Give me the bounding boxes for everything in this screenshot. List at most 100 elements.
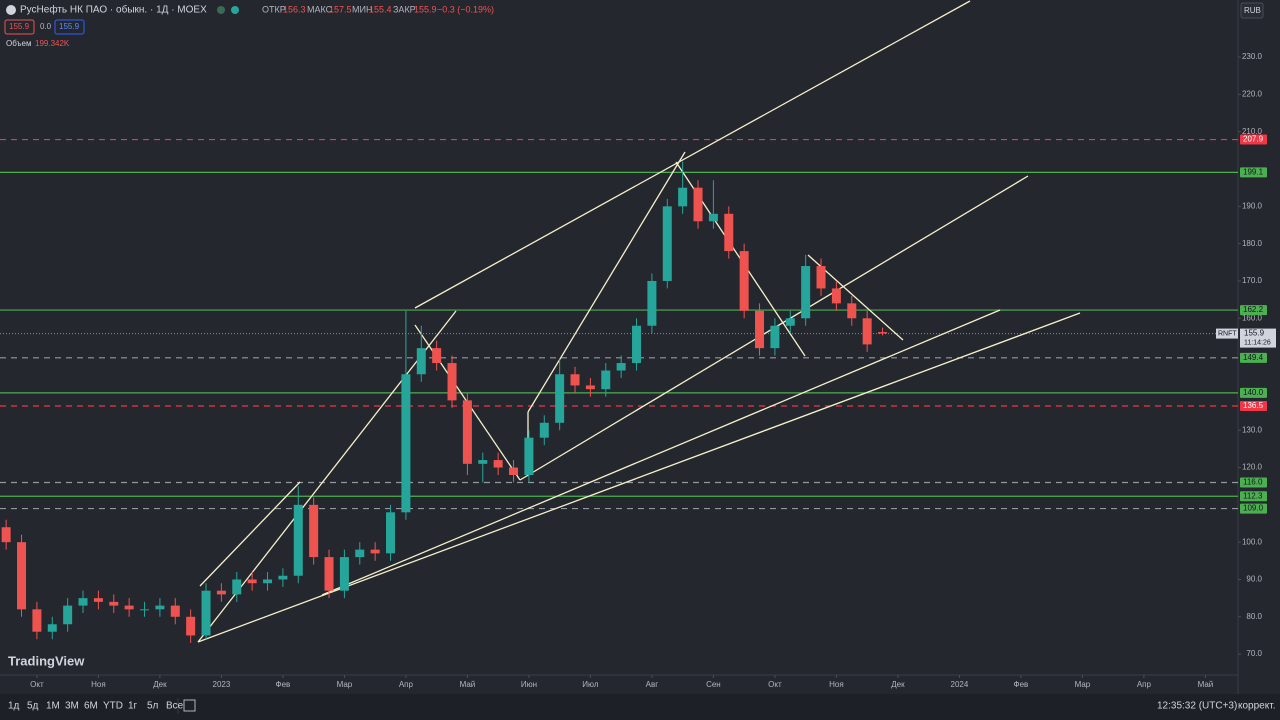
candle-body [109, 601, 119, 606]
candle-body [1, 527, 11, 543]
volume-value: 199.342K [35, 39, 70, 48]
candle-body [847, 303, 857, 319]
candle-body [370, 549, 380, 554]
price-level-label: 136.5 [1243, 401, 1264, 410]
candle-body [539, 422, 549, 438]
price-level-tag [1240, 167, 1267, 178]
price-level-tag [1240, 477, 1267, 488]
candle-body [355, 549, 365, 558]
candle-body [293, 504, 303, 576]
candle-body [432, 348, 442, 364]
adjust-button[interactable]: коррект. [1238, 701, 1275, 712]
candle-body [801, 266, 811, 319]
x-tick-label: Авг [646, 680, 659, 689]
bid[interactable]: 155.9 [9, 22, 30, 31]
candle-body [862, 318, 872, 345]
status-dot [217, 6, 225, 14]
x-tick-label: Май [460, 680, 476, 689]
candle-body [170, 605, 180, 617]
volume-label: Объем [6, 39, 32, 48]
price-level-label: 149.4 [1243, 353, 1264, 362]
close-label: ЗАКР [393, 4, 416, 14]
currency-box[interactable] [1240, 2, 1264, 19]
y-tick-label: 120.0 [1242, 463, 1263, 472]
x-tick-label: Апр [1137, 680, 1152, 689]
range-button[interactable]: 5л [147, 701, 159, 712]
price-level-label: 109.0 [1243, 504, 1264, 513]
range-button[interactable]: 6М [84, 701, 98, 712]
bid-box[interactable] [4, 19, 35, 35]
candle-body [555, 374, 565, 423]
x-tick-label: Фев [276, 680, 291, 689]
y-tick-label: 180.0 [1242, 239, 1263, 248]
candle-body [278, 575, 288, 580]
price-level-tag [1240, 400, 1267, 411]
candle-body [831, 288, 841, 304]
candle-body [785, 318, 795, 326]
y-tick-label: 220.0 [1242, 90, 1263, 99]
x-tick-label: Мар [1075, 680, 1091, 689]
last-price: 155.9 [1244, 329, 1265, 338]
bottom-toolbar [0, 694, 1280, 720]
y-tick-label: 100.0 [1242, 537, 1263, 546]
price-level-label: 199.1 [1243, 167, 1264, 176]
ask-box[interactable] [54, 19, 85, 35]
candle-body [216, 590, 226, 595]
range-button[interactable]: 1д [8, 701, 20, 712]
range-button[interactable]: 1М [46, 701, 60, 712]
status-dot [231, 6, 239, 14]
candle-body [416, 348, 426, 375]
candle-body [524, 437, 534, 475]
candle-body [755, 310, 765, 349]
low-value: 155.4 [369, 4, 392, 14]
price-level-tag [1240, 352, 1267, 363]
price-level-tag [1240, 134, 1267, 145]
range-button[interactable]: YTD [103, 701, 123, 712]
candle-body [32, 609, 42, 632]
candle-body [708, 213, 718, 222]
range-button[interactable]: 5д [27, 701, 39, 712]
x-tick-label: Май [1198, 680, 1214, 689]
calendar-icon[interactable] [183, 699, 196, 712]
candle-body [124, 605, 134, 610]
trend-line [199, 481, 301, 587]
symbol[interactable]: РусНефть НК ПАО · обыкн. · 1Д · MOEX [20, 4, 207, 16]
range-button[interactable]: Все [166, 701, 184, 712]
range-button[interactable]: 3М [65, 701, 79, 712]
price-level-label: 116.0 [1243, 478, 1263, 487]
y-tick-label: 90.0 [1246, 575, 1262, 584]
candle-body [17, 542, 27, 610]
candle-body [247, 579, 257, 584]
currency[interactable]: RUB [1244, 6, 1261, 15]
x-tick-label: Апр [399, 680, 414, 689]
candle-body [201, 590, 211, 636]
candle-body [309, 504, 319, 558]
candle-body [232, 579, 242, 595]
candle-body [693, 187, 703, 222]
spread: 0.0 [40, 22, 52, 31]
levels [0, 138, 1238, 510]
x-tick-label: 2023 [213, 680, 231, 689]
candle-body [662, 206, 672, 281]
y-tick-label: 190.0 [1242, 201, 1263, 210]
x-tick-label: Июл [582, 680, 599, 689]
candle-body [339, 557, 349, 591]
candle-body [47, 624, 57, 632]
x-tick-label: Июн [521, 680, 537, 689]
candle-body [155, 605, 165, 610]
candle-body [616, 363, 626, 371]
candle-body [678, 187, 688, 207]
x-tick-label: Фев [1014, 680, 1029, 689]
candle-body [140, 609, 150, 611]
symbol-icon [6, 5, 16, 15]
trend-line [414, 0, 971, 309]
x-tick-label: Дек [153, 680, 167, 689]
close-value: 155.9 [414, 4, 437, 14]
candle-body [570, 374, 580, 386]
y-tick-label: 170.0 [1242, 276, 1263, 285]
price-level-label: 140.0 [1243, 388, 1264, 397]
range-button[interactable]: 1г [128, 701, 138, 712]
candle-body [93, 598, 103, 602]
ask[interactable]: 155.9 [59, 22, 80, 31]
